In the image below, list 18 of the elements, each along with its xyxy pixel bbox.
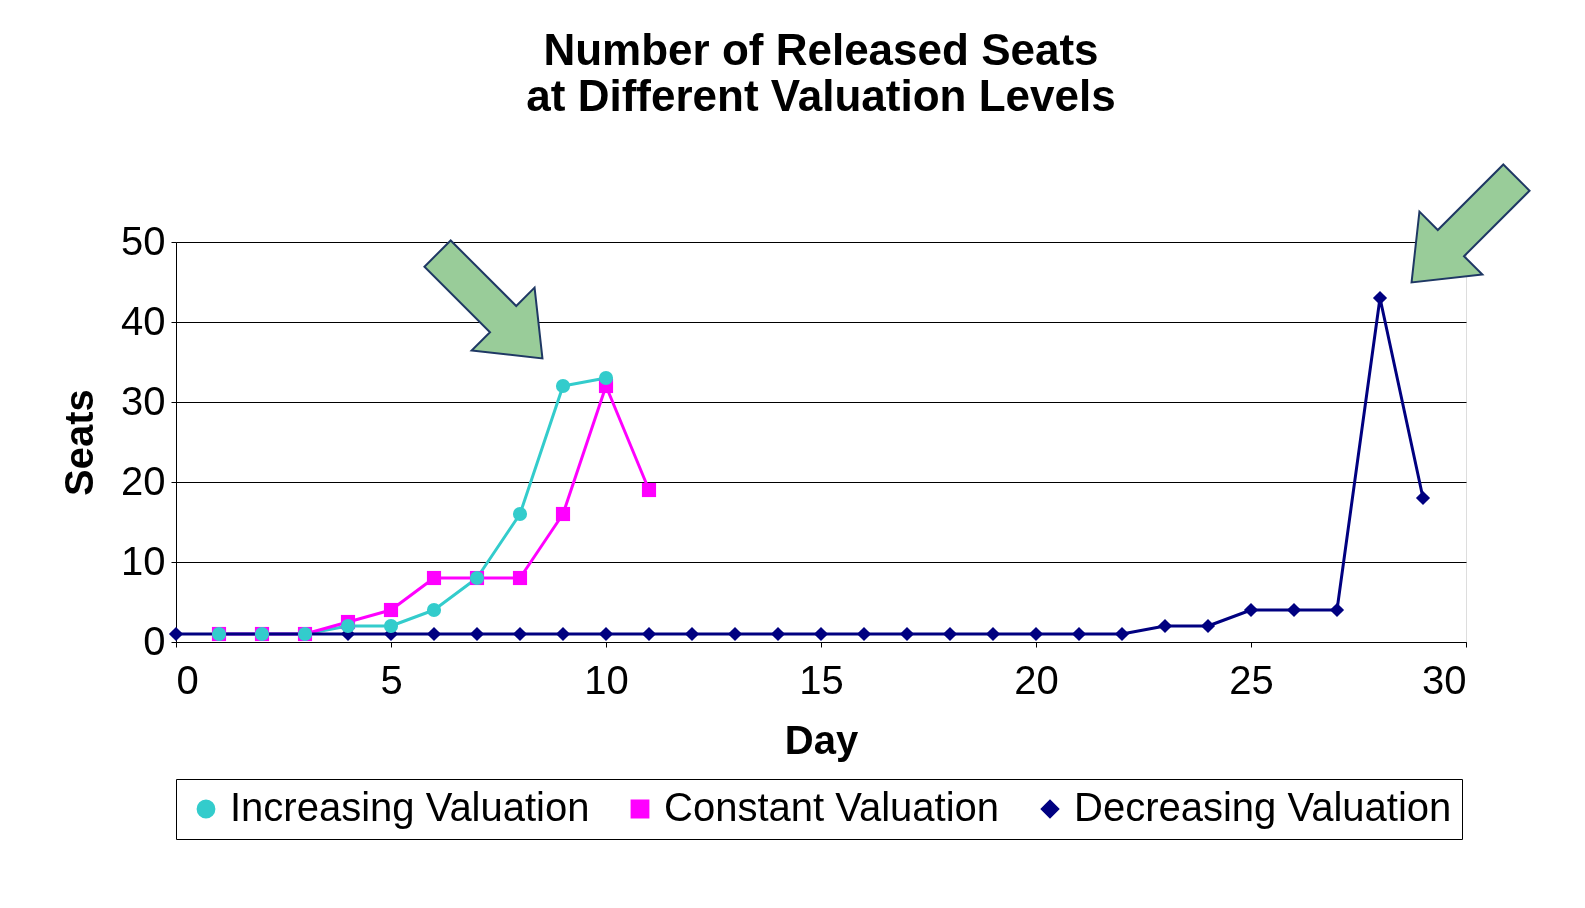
y-tick-label: 50 — [121, 218, 166, 263]
x-tick-label: 30 — [1422, 657, 1467, 702]
y-tick-label: 40 — [121, 298, 166, 343]
legend-label: Increasing Valuation — [230, 785, 590, 829]
y-tick-label: 0 — [143, 618, 166, 663]
x-tick-label: 15 — [799, 657, 844, 702]
x-axis-title: Day — [784, 717, 859, 762]
x-tick-label: 10 — [584, 657, 629, 702]
x-tick-label: 5 — [380, 657, 403, 702]
legend-label: Decreasing Valuation — [1074, 785, 1452, 829]
y-tick-label: 20 — [121, 458, 166, 503]
y-tick-label: 10 — [121, 538, 166, 583]
legend-label: Constant Valuation — [664, 785, 1000, 829]
y-tick-label: 30 — [121, 378, 166, 423]
x-tick-label: 0 — [176, 657, 199, 702]
x-tick-label: 20 — [1014, 657, 1059, 702]
y-axis-title: Seats — [57, 389, 102, 496]
x-tick-label: 25 — [1229, 657, 1274, 702]
